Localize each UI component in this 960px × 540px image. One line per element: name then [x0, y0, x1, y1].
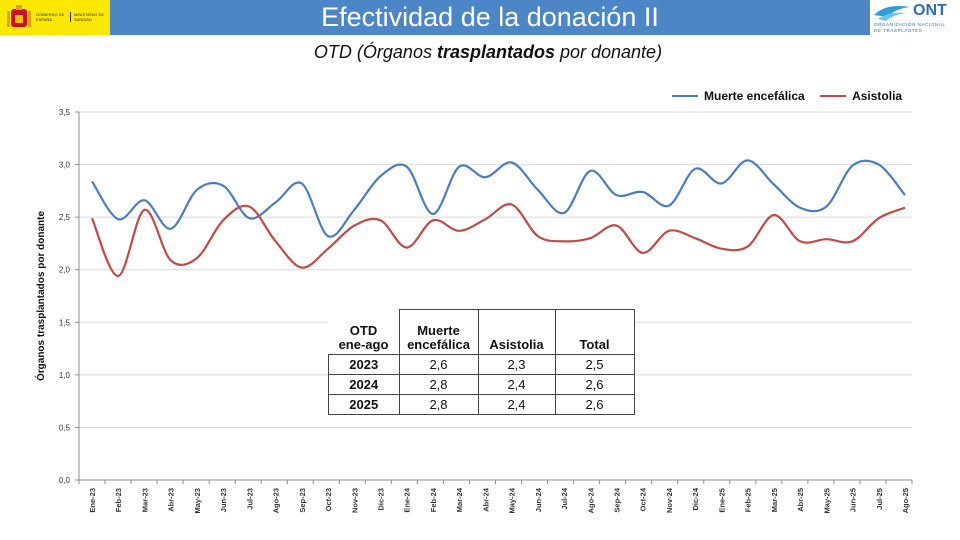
table-header-otd-line1: OTD — [349, 323, 378, 338]
x-tick-label: Jun-24 — [534, 487, 543, 512]
table-row: 2025 2,8 2,4 2,6 — [328, 394, 635, 415]
title-band — [110, 0, 870, 35]
subtitle-bold: trasplantados — [436, 42, 555, 62]
table-cell-year: 2023 — [328, 354, 400, 375]
x-tick-label: Nov-24 — [665, 487, 674, 513]
table-cell-asistolia: 2,4 — [477, 374, 556, 395]
ont-logo-subtext-2: DE TRASPLANTES — [874, 28, 923, 33]
subtitle-part-2: por donante) — [554, 42, 663, 62]
series-line-muerte-encefalica — [91, 159, 906, 238]
table-header-otd: OTD ene-ago — [328, 309, 400, 355]
legend-item-muerte-encefalica: Muerte encefálica — [672, 89, 805, 103]
x-tick-label: May-25 — [822, 488, 831, 513]
table-header-total: Total — [554, 309, 635, 355]
slide-header: GOBIERNO DE ESPAÑA MINISTERIO DE SANIDAD… — [0, 0, 960, 36]
x-tick-label: Jul-25 — [875, 488, 884, 510]
x-tick-label: Ago-24 — [586, 487, 595, 513]
x-tick-label: Mar-25 — [770, 488, 779, 512]
x-tick-label: Jul-23 — [245, 488, 254, 510]
x-tick-label: Abr-25 — [796, 488, 805, 512]
y-tick-label: 1,5 — [59, 318, 71, 327]
x-tick-label: Oct-24 — [639, 487, 648, 511]
table-row: 2024 2,8 2,4 2,6 — [328, 374, 635, 395]
x-tick-label: Dic-23 — [376, 488, 385, 511]
coat-of-arms-icon — [7, 5, 31, 27]
y-tick-label: 0,0 — [59, 476, 71, 485]
x-tick-label: Ene-24 — [403, 487, 412, 512]
legend-label-muerte-encefalica: Muerte encefálica — [704, 89, 805, 103]
government-logo-band: GOBIERNO DE ESPAÑA MINISTERIO DE SANIDAD — [0, 0, 110, 35]
x-tick-label: Sep-23 — [298, 488, 307, 513]
table-row: 2023 2,6 2,3 2,5 — [328, 354, 635, 375]
legend-item-asistolia: Asistolia — [820, 89, 902, 103]
x-tick-label: Dic-24 — [691, 487, 700, 510]
table-header-me-line1: Muerte — [417, 323, 460, 338]
y-tick-label: 2,0 — [59, 266, 71, 275]
x-tick-label: Ene-23 — [88, 488, 97, 513]
table-header-me: Muerte encefálica — [398, 309, 479, 355]
ont-logo: ONT ORGANIZACIÓN NACIONAL DE TRASPLANTES — [870, 0, 960, 36]
x-tick-label: Mar-23 — [140, 488, 149, 512]
x-tick-label: Jun-23 — [219, 488, 228, 512]
y-tick-label: 0,5 — [59, 423, 71, 432]
x-tick-label: Mar-24 — [455, 487, 464, 512]
series-line-asistolia — [90, 203, 906, 278]
y-axis-label: Órganos trasplantados por donante — [34, 211, 47, 381]
chart-subtitle: OTD (Órganos trasplantados por donante) — [0, 42, 960, 63]
x-tick-label: Feb-25 — [744, 488, 753, 512]
otd-summary-table: OTD ene-ago Muerte encefálica Asistolia To… — [328, 309, 635, 415]
x-tick-label: Abr-24 — [481, 487, 490, 512]
ont-logo-subtext-1: ORGANIZACIÓN NACIONAL — [874, 22, 946, 27]
x-tick-label: Ene-25 — [717, 488, 726, 513]
x-tick-label: Nov-23 — [350, 488, 359, 513]
table-cell-total: 2,6 — [554, 394, 635, 415]
table-cell-total: 2,5 — [554, 354, 635, 375]
table-cell-me: 2,8 — [398, 394, 479, 415]
x-tick-label: Jul-24 — [560, 487, 569, 510]
table-cell-asistolia: 2,4 — [477, 394, 556, 415]
table-cell-total: 2,6 — [554, 374, 635, 395]
gov-text: GOBIERNO DE ESPAÑA — [36, 12, 65, 22]
x-tick-label: Ago-23 — [272, 488, 281, 513]
ministry-text: MINISTERIO DE SANIDAD — [70, 12, 108, 22]
x-tick-label: Feb-23 — [114, 488, 123, 512]
ont-bird-icon — [874, 6, 910, 21]
x-tick-label: Ago-25 — [901, 488, 910, 513]
legend-swatch-asistolia — [820, 95, 847, 97]
x-tick-label: Oct-23 — [324, 488, 333, 511]
table-header-asistolia: Asistolia — [477, 309, 556, 355]
x-tick-label: Feb-24 — [429, 487, 438, 512]
legend-swatch-muerte-encefalica — [672, 95, 698, 97]
table-cell-year: 2024 — [328, 374, 400, 395]
page-title: Efectividad de la donación II — [321, 2, 659, 32]
table-cell-me: 2,6 — [398, 354, 479, 375]
y-tick-label: 1,0 — [59, 371, 71, 380]
table-cell-asistolia: 2,3 — [477, 354, 556, 375]
y-tick-label: 3,5 — [59, 108, 71, 117]
y-tick-label: 2,5 — [59, 213, 71, 222]
x-tick-label: Abr-23 — [167, 488, 176, 512]
table-header-row: OTD ene-ago Muerte encefálica Asistolia To… — [328, 309, 635, 355]
chart-legend: Muerte encefálica Asistolia — [672, 86, 914, 103]
x-tick-label: Sep-24 — [613, 487, 622, 512]
x-tick-label: May-23 — [193, 488, 202, 513]
table-header-me-line2: encefálica — [407, 337, 470, 352]
ont-logo-text: ONT — [913, 2, 947, 19]
legend-label-asistolia: Asistolia — [852, 89, 903, 103]
subtitle-part-1: OTD (Órganos — [313, 42, 437, 62]
table-header-otd-line2: ene-ago — [338, 337, 389, 352]
table-cell-year: 2025 — [328, 394, 400, 415]
x-tick-label: May-24 — [508, 487, 517, 513]
y-tick-label: 3,0 — [59, 161, 71, 170]
table-cell-me: 2,8 — [398, 374, 479, 395]
x-tick-label: Jun-25 — [849, 488, 858, 512]
